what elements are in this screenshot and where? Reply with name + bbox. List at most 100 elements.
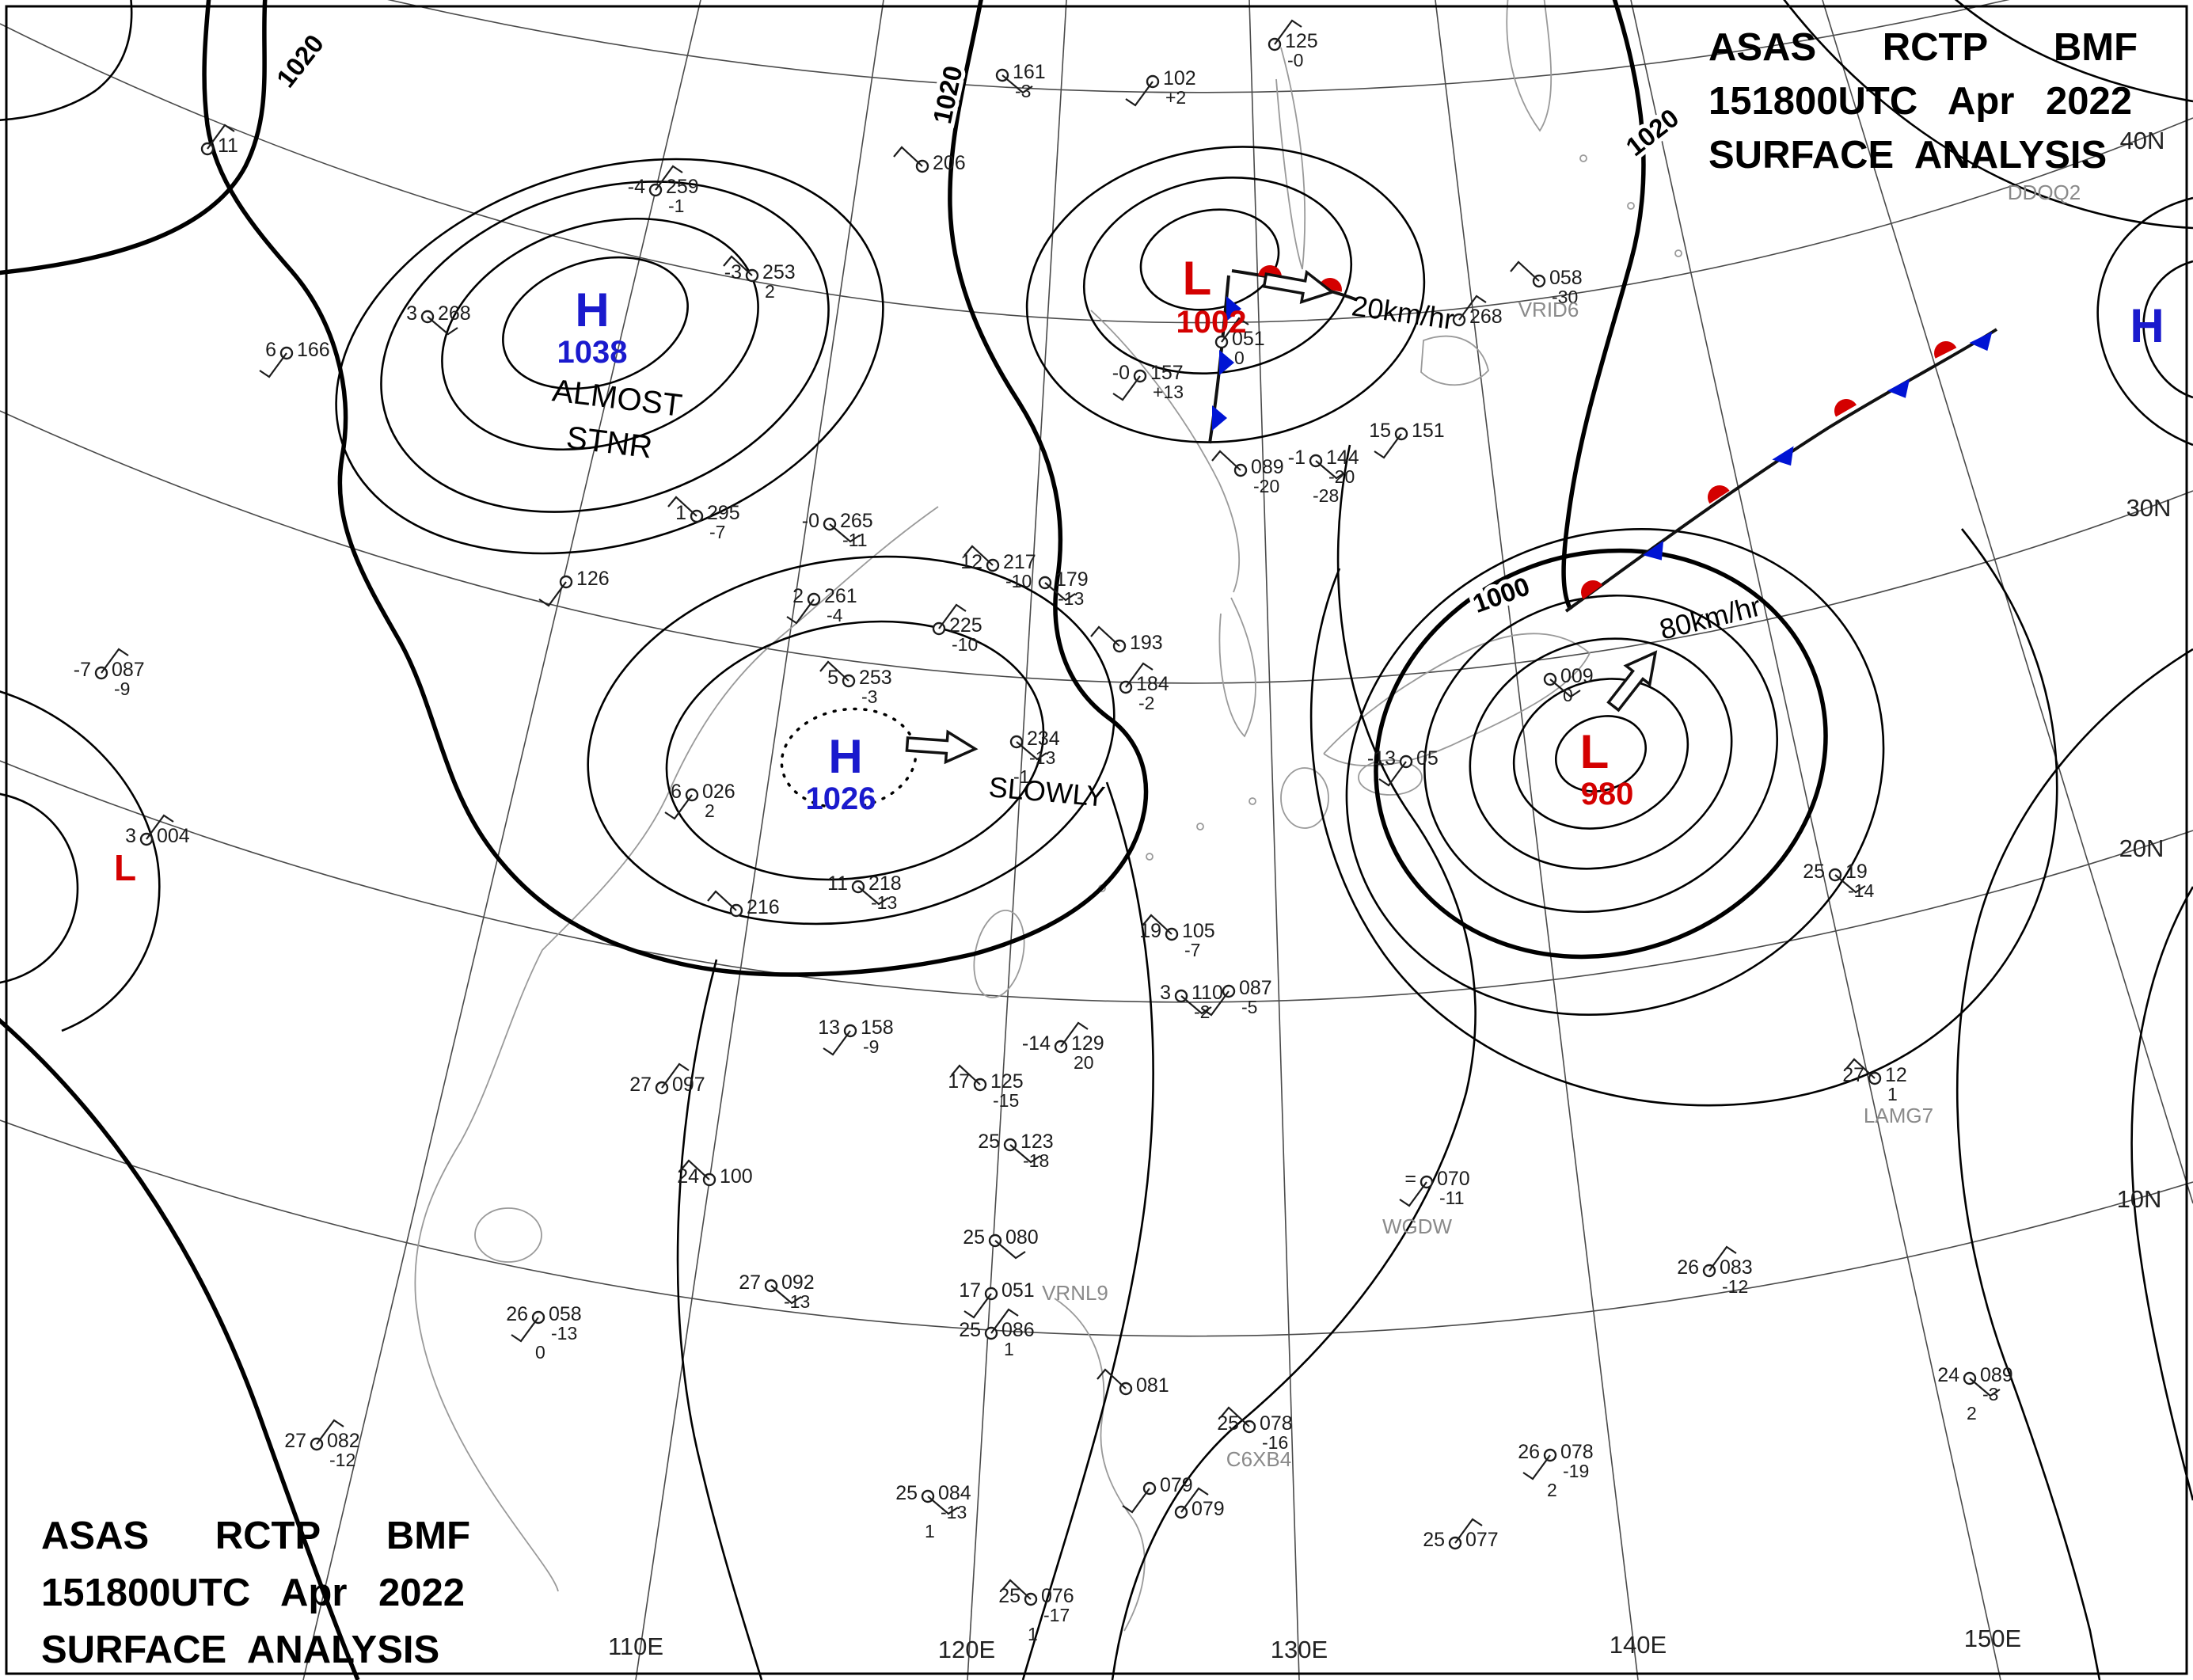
wind-barb <box>1274 19 1302 45</box>
station-plot: 265 -0 -11 <box>802 510 873 550</box>
isobar <box>1554 715 1648 792</box>
cold-front-symbol <box>1969 331 1993 352</box>
station-value: -9 <box>114 678 130 699</box>
isobar <box>1469 637 1733 870</box>
station-plot: 084 25 -13 1 <box>895 1482 971 1541</box>
station-id: C6XB4 <box>1226 1447 1291 1471</box>
station-plot: 217 12 -10 <box>960 545 1036 591</box>
station-plot: 129 -14 20 <box>1022 1021 1104 1073</box>
isobar <box>1954 0 2193 103</box>
station-value: 097 <box>672 1074 705 1096</box>
wind-barb <box>1220 1406 1250 1427</box>
station-value: 253 <box>762 261 796 283</box>
station-value: 295 <box>707 502 740 524</box>
wind-barb <box>1001 74 1033 94</box>
station-value: 3 <box>1160 982 1171 1004</box>
station-value: 1 <box>1004 1339 1014 1359</box>
wind-barb <box>1845 1058 1876 1079</box>
wind-barb <box>1096 1368 1127 1389</box>
station-value: -0 <box>1287 50 1303 70</box>
coastline <box>1054 1298 1146 1632</box>
isobar <box>1082 176 1353 375</box>
station-value: 2 <box>765 281 775 302</box>
isobar <box>1021 781 1154 1680</box>
isobar <box>1783 0 2193 230</box>
station-value: -16 <box>1262 1432 1288 1453</box>
station-value: -13 <box>551 1323 577 1344</box>
coastline <box>1090 310 1240 593</box>
station-value: 126 <box>576 568 610 590</box>
station-plot: 105 19 -7 <box>1139 914 1215 960</box>
station-value: -0 <box>1112 362 1130 384</box>
station-value: = <box>1404 1168 1416 1190</box>
station-value: -10 <box>952 634 978 655</box>
station-value: -12 <box>329 1450 355 1470</box>
station-value: 070 <box>1437 1168 1470 1190</box>
station-plot: 080 25 <box>963 1226 1039 1260</box>
station-value: 253 <box>859 667 892 689</box>
station-value: 24 <box>1937 1364 1959 1386</box>
station-value: -1 <box>1013 766 1029 787</box>
arrow-layer <box>905 269 1658 765</box>
wind-barb <box>316 1419 344 1445</box>
station-value: 19 <box>1845 861 1868 883</box>
station-value: -20 <box>1328 466 1355 487</box>
station-value: 20 <box>1074 1052 1094 1073</box>
station-value: -14 <box>1848 880 1874 901</box>
graticule-line <box>387 0 2010 93</box>
isobar <box>0 0 133 121</box>
station-plot: 218 11 -13 <box>827 872 902 913</box>
wind-barb <box>1211 450 1241 471</box>
station-plot: 11 <box>200 124 238 157</box>
station-plot: 216 <box>707 890 780 918</box>
station-value: 076 <box>1041 1585 1074 1607</box>
station-plot: 206 <box>893 146 966 174</box>
product-time-line: 151800UTC Apr 2022 <box>41 1572 465 1614</box>
station-value: 25 <box>895 1482 918 1504</box>
station-plot: 110 3 -2 <box>1160 982 1223 1022</box>
station-value: -0 <box>802 510 819 532</box>
low-center-symbol: L <box>1183 252 1212 305</box>
graticule-line <box>0 23 2193 324</box>
product-id-line: ASAS RCTP BMF <box>41 1515 470 1557</box>
wind-barb <box>259 352 287 378</box>
station-plot: 261 2 -4 <box>786 585 857 625</box>
wind-barb <box>1122 1488 1150 1514</box>
station-value: -15 <box>993 1090 1019 1111</box>
longitude-label: 110E <box>608 1632 663 1660</box>
warm-front-symbol <box>1834 399 1857 417</box>
stationary-front-line <box>1564 328 1998 613</box>
station-plot: 126 <box>538 568 610 607</box>
station-value: 17 <box>948 1070 970 1093</box>
isobar <box>1955 648 2193 1680</box>
station-value: 089 <box>1251 456 1284 478</box>
station-value: 2 <box>1547 1480 1557 1500</box>
station-value: 6 <box>671 781 682 803</box>
station-value: 0 <box>1563 685 1573 705</box>
isobar-1020 <box>202 0 1149 977</box>
isobar <box>1111 444 1477 1680</box>
station-plot: 125-0 <box>1268 19 1318 70</box>
station-plot: 076 25 -171 <box>998 1579 1074 1644</box>
station-value: 25 <box>1423 1529 1445 1551</box>
station-plot: 125 17 -15 <box>948 1064 1024 1111</box>
station-value: 19 <box>1139 920 1161 942</box>
station-value: 15 <box>1369 420 1391 442</box>
station-value: 077 <box>1465 1529 1499 1551</box>
wind-barb <box>661 1062 690 1089</box>
station-value: 2 <box>792 585 804 607</box>
station-value: 6 <box>265 339 276 361</box>
graticule-line <box>1630 0 2001 1680</box>
station-value: 25 <box>1217 1412 1239 1435</box>
wind-barb <box>1125 662 1154 688</box>
station-value: 184 <box>1136 673 1169 695</box>
isobar <box>2096 196 2193 447</box>
station-value: 3 <box>125 825 136 847</box>
station-value: 0 <box>1234 348 1245 368</box>
station-id: VRID6 <box>1518 298 1579 321</box>
station-value: 092 <box>781 1271 815 1294</box>
station-value: 081 <box>1136 1374 1169 1397</box>
station-plot: 268 <box>1452 295 1503 328</box>
station-value: -17 <box>1043 1605 1070 1625</box>
